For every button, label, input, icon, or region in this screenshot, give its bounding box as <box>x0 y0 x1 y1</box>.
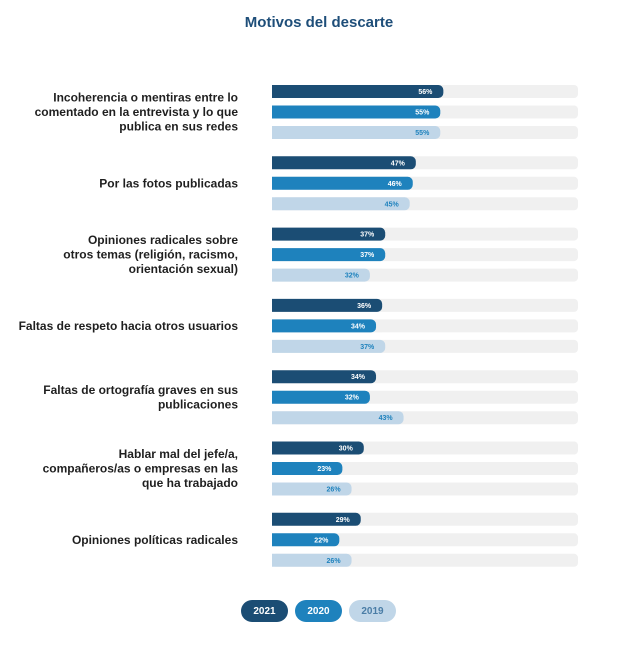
bar-value-label: 47% <box>391 160 406 167</box>
bar-value-label: 46% <box>388 181 403 188</box>
chart-title: Motivos del descarte <box>244 14 394 31</box>
bar-value-label: 45% <box>385 201 400 208</box>
bar-2020 <box>272 462 343 475</box>
bar-2019 <box>272 268 370 282</box>
bar-2021 <box>272 85 444 98</box>
bar-value-label: 32% <box>345 395 360 402</box>
bar-value-label: 36% <box>357 303 372 310</box>
legend-item-2021: 2021 <box>241 600 288 622</box>
bar-track <box>272 462 578 475</box>
legend: 2021 2020 2019 <box>241 600 396 622</box>
bar-2020 <box>272 390 370 404</box>
bar-2019 <box>272 553 352 567</box>
bar-2021 <box>272 156 416 170</box>
bar-value-label: 34% <box>351 374 366 381</box>
bar-2020 <box>272 533 340 547</box>
bar-value-label: 26% <box>327 558 342 565</box>
bar-value-label: 30% <box>339 446 354 453</box>
bar-2019 <box>272 411 404 425</box>
bar-value-label: 23% <box>317 466 332 473</box>
bar-2019 <box>272 339 386 353</box>
legend-item-2020: 2020 <box>295 600 342 622</box>
bar-value-label: 32% <box>345 273 360 280</box>
bar-value-label: 55% <box>415 110 430 117</box>
bar-value-label: 22% <box>314 537 329 544</box>
category-label: Faltas de respeto hacia otros usuarios <box>19 319 239 333</box>
category-label: Por las fotos publicadas <box>99 176 238 190</box>
bar-value-label: 37% <box>360 344 375 351</box>
category-label: Incoherencia o mentiras entre lo comentad… <box>35 91 239 134</box>
bar-2021 <box>272 512 361 526</box>
bar-2020 <box>272 248 386 262</box>
bar-value-label: 56% <box>418 89 433 96</box>
bar-value-label: 26% <box>327 487 342 494</box>
bar-2019 <box>272 126 441 139</box>
bar-2021 <box>272 298 383 312</box>
bar-2021 <box>272 370 377 384</box>
bar-2021 <box>272 441 364 455</box>
bar-2019 <box>272 482 352 496</box>
bar-value-label: 34% <box>351 323 366 330</box>
bar-2019 <box>272 197 410 211</box>
bar-value-label: 29% <box>336 517 351 524</box>
bar-2020 <box>272 105 441 119</box>
legend-item-2019: 2019 <box>349 600 396 622</box>
category-label: Hablar mal del jefe/a, compañeros/as o em… <box>43 447 239 490</box>
category-label: Opiniones radicales sobre otros temas (re… <box>63 233 238 276</box>
category-label: Faltas de ortografía graves en sus public… <box>43 383 238 412</box>
bar-2020 <box>272 319 377 333</box>
bar-value-label: 37% <box>360 252 375 259</box>
bar-value-label: 43% <box>379 415 394 422</box>
bar-value-label: 55% <box>415 130 430 137</box>
bar-2020 <box>272 176 413 190</box>
bar-track <box>272 533 578 547</box>
bar-value-label: 37% <box>360 232 375 239</box>
bar-2021 <box>272 227 386 241</box>
category-label: Opiniones políticas radicales <box>72 533 238 547</box>
